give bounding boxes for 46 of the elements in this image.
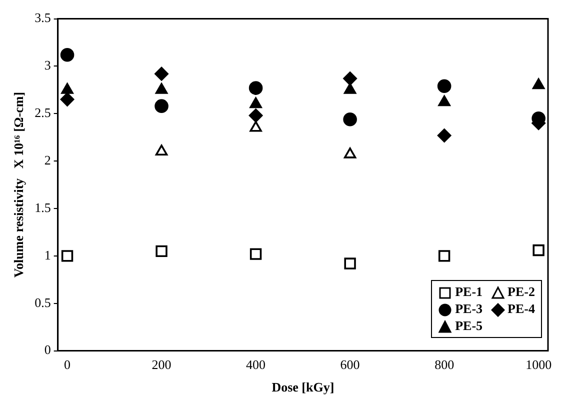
point [154, 99, 168, 113]
x-tick-label: 200 [152, 357, 172, 372]
y-tick-label: 1 [44, 247, 51, 262]
point [532, 244, 544, 256]
point [343, 112, 357, 126]
x-tick-label: 0 [64, 357, 71, 372]
x-tick-label: 600 [340, 357, 360, 372]
y-tick-label: 0.5 [34, 294, 51, 310]
point [248, 108, 263, 122]
legend-label: PE-3 [455, 300, 483, 316]
point [344, 148, 356, 158]
point [437, 79, 452, 94]
y-tick-label: 3 [44, 58, 51, 73]
legend-label: PE-4 [508, 300, 535, 316]
point [343, 72, 357, 86]
point [61, 250, 74, 262]
point [438, 250, 450, 262]
x-tick-label: 1000 [526, 357, 552, 372]
point [250, 248, 262, 260]
x-tick-label: 400 [246, 357, 266, 372]
point [60, 92, 74, 106]
point [250, 97, 262, 108]
point [344, 83, 356, 94]
point [156, 245, 168, 258]
point [155, 144, 168, 156]
point [438, 95, 450, 106]
point [60, 48, 74, 62]
y-tick-label: 3.5 [34, 10, 51, 26]
point [344, 258, 356, 270]
y-tick-label: 2.5 [34, 105, 51, 120]
point [154, 66, 168, 81]
point [532, 78, 545, 90]
point [61, 83, 74, 94]
point [437, 128, 452, 142]
point [250, 120, 262, 132]
x-tick-label: 800 [434, 357, 454, 372]
legend-label: PE-1 [455, 284, 483, 299]
x-axis-title: Dose [kGy] [272, 380, 334, 395]
point [248, 81, 263, 95]
legend-label: PE-2 [508, 284, 535, 299]
y-tick-label: 1.5 [34, 200, 51, 215]
legend-label: PE-5 [455, 318, 483, 333]
y-tick-label: 0 [44, 342, 51, 358]
y-axis-title: Volume resistivity X 10¹⁶ [Ω-cm] [11, 92, 26, 278]
point [155, 83, 168, 94]
y-tick-label: 2 [44, 152, 51, 168]
